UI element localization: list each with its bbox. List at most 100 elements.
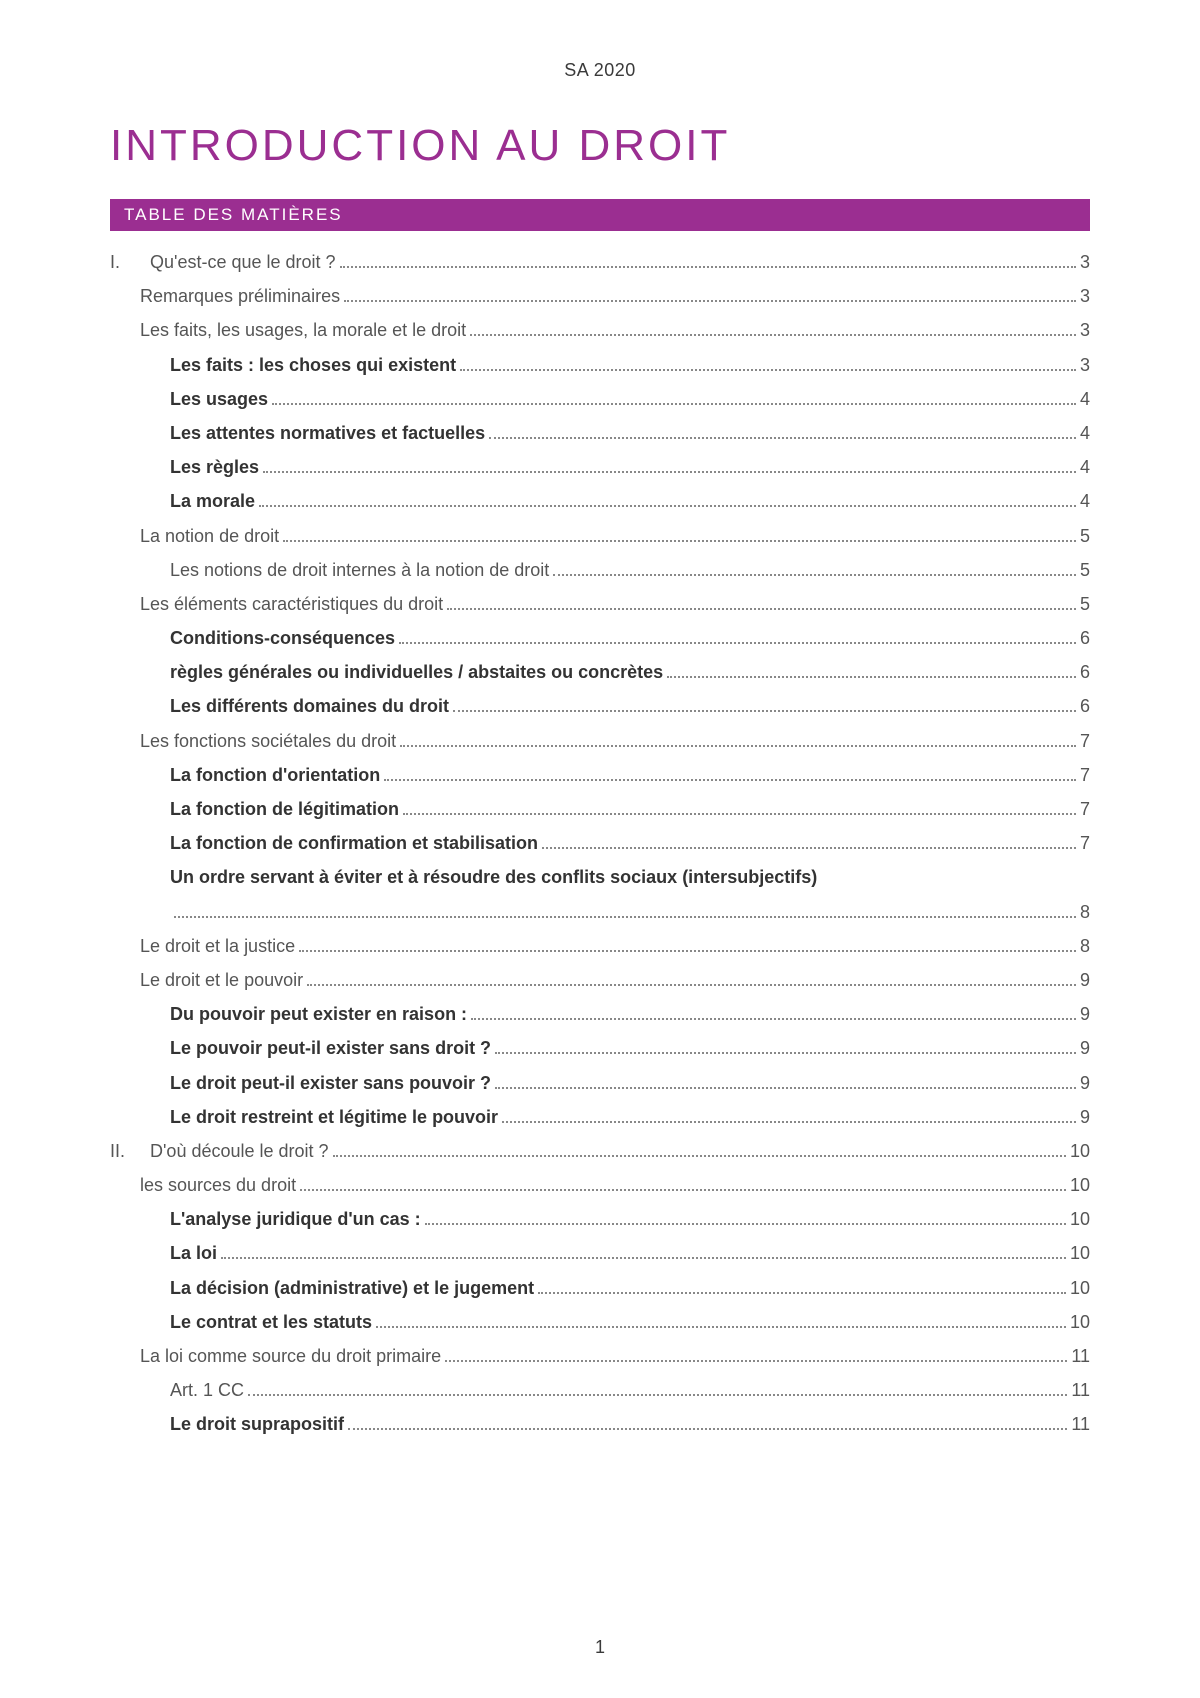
toc-entry[interactable]: Du pouvoir peut exister en raison : 9	[110, 997, 1090, 1031]
toc-entry[interactable]: La loi comme source du droit primaire11	[110, 1339, 1090, 1373]
toc-label: Conditions-conséquences	[170, 621, 395, 655]
toc-pagenum: 7	[1080, 792, 1090, 826]
toc-pagenum: 4	[1080, 484, 1090, 518]
toc-dots	[248, 1394, 1067, 1396]
toc-dots	[384, 779, 1076, 781]
toc-pagenum: 6	[1080, 689, 1090, 723]
toc-dots	[495, 1087, 1076, 1089]
toc-dots	[667, 676, 1076, 678]
toc-roman: I.	[110, 245, 150, 279]
toc-label: Les usages	[170, 382, 268, 416]
toc-label: Le droit suprapositif	[170, 1407, 344, 1441]
toc-entry[interactable]: les sources du droit10	[110, 1168, 1090, 1202]
toc-pagenum: 9	[1080, 997, 1090, 1031]
toc-entry[interactable]: La fonction de confirmation et stabilisa…	[110, 826, 1090, 860]
toc-entry[interactable]: La morale4	[110, 484, 1090, 518]
toc-dots	[502, 1121, 1076, 1123]
toc-dots	[403, 813, 1076, 815]
toc-pagenum: 9	[1080, 1066, 1090, 1100]
toc-label: Le contrat et les statuts	[170, 1305, 372, 1339]
toc-dots	[263, 471, 1076, 473]
toc-entry[interactable]: Les attentes normatives et factuelles4	[110, 416, 1090, 450]
toc-label: Art. 1 CC	[170, 1373, 244, 1407]
toc-pagenum: 4	[1080, 450, 1090, 484]
toc-pagenum: 7	[1080, 826, 1090, 860]
toc-dots	[399, 642, 1076, 644]
toc-entry[interactable]: Le droit et le pouvoir9	[110, 963, 1090, 997]
toc-dots	[348, 1428, 1067, 1430]
toc-pagenum: 9	[1080, 963, 1090, 997]
toc-entry[interactable]: La notion de droit5	[110, 519, 1090, 553]
toc-entry[interactable]: I.Qu'est-ce que le droit ?3	[110, 245, 1090, 279]
toc-entry[interactable]: Un ordre servant à éviter et à résoudre …	[110, 860, 1090, 894]
toc-pagenum: 10	[1070, 1134, 1090, 1168]
toc-dots	[259, 505, 1076, 507]
toc-entry[interactable]: Remarques préliminaires 3	[110, 279, 1090, 313]
toc-label: les sources du droit	[140, 1168, 296, 1202]
toc-entry[interactable]: Le contrat et les statuts10	[110, 1305, 1090, 1339]
toc-entry[interactable]: La décision (administrative) et le jugem…	[110, 1271, 1090, 1305]
toc-entry[interactable]: Le droit peut-il exister sans pouvoir ? 9	[110, 1066, 1090, 1100]
toc-entry[interactable]: Le droit suprapositif11	[110, 1407, 1090, 1441]
toc-label: Remarques préliminaires	[140, 279, 340, 313]
toc-pagenum: 5	[1080, 553, 1090, 587]
toc-dots	[538, 1292, 1066, 1294]
toc-entry[interactable]: II.D'où découle le droit ? 10	[110, 1134, 1090, 1168]
toc-entry[interactable]: Les différents domaines du droit6	[110, 689, 1090, 723]
toc-pagenum: 7	[1080, 724, 1090, 758]
toc-roman: II.	[110, 1134, 150, 1168]
toc-label: D'où découle le droit ?	[150, 1134, 329, 1168]
toc-label: Le droit peut-il exister sans pouvoir ?	[170, 1066, 491, 1100]
page-title: INTRODUCTION AU DROIT	[110, 121, 1090, 171]
toc-entry[interactable]: Art. 1 CC11	[110, 1373, 1090, 1407]
toc-entry[interactable]: règles générales ou individuelles / abst…	[110, 655, 1090, 689]
toc-label: La notion de droit	[140, 519, 279, 553]
toc-pagenum: 10	[1070, 1202, 1090, 1236]
toc-dots	[272, 403, 1076, 405]
toc-dots	[221, 1257, 1066, 1259]
toc-entry[interactable]: Les fonctions sociétales du droit 7	[110, 724, 1090, 758]
toc-label: Les règles	[170, 450, 259, 484]
toc-entry[interactable]: Les éléments caractéristiques du droit5	[110, 587, 1090, 621]
toc-entry[interactable]: Les faits : les choses qui existent3	[110, 348, 1090, 382]
toc-pagenum: 10	[1070, 1236, 1090, 1270]
toc-entry[interactable]: Le pouvoir peut-il exister sans droit ?9	[110, 1031, 1090, 1065]
toc-dots	[340, 266, 1076, 268]
toc-entry[interactable]: Le droit et la justice 8	[110, 929, 1090, 963]
toc-container: I.Qu'est-ce que le droit ?3Remarques pré…	[110, 245, 1090, 1442]
toc-entry[interactable]: La fonction d'orientation 7	[110, 758, 1090, 792]
toc-pagenum: 9	[1080, 1031, 1090, 1065]
toc-label: L'analyse juridique d'un cas :	[170, 1202, 421, 1236]
toc-pagenum: 7	[1080, 758, 1090, 792]
toc-dots	[344, 300, 1076, 302]
toc-label: Les fonctions sociétales du droit	[140, 724, 396, 758]
toc-dots	[447, 608, 1076, 610]
toc-label: La fonction de confirmation et stabilisa…	[170, 826, 538, 860]
toc-label: La fonction de légitimation	[170, 792, 399, 826]
toc-entry[interactable]: Les règles 4	[110, 450, 1090, 484]
toc-entry[interactable]: Le droit restreint et légitime le pouvoi…	[110, 1100, 1090, 1134]
toc-entry[interactable]: La loi10	[110, 1236, 1090, 1270]
toc-header: TABLE DES MATIÈRES	[110, 199, 1090, 231]
toc-pagenum: 5	[1080, 587, 1090, 621]
toc-entry[interactable]: L'analyse juridique d'un cas : 10	[110, 1202, 1090, 1236]
toc-pagenum: 3	[1080, 279, 1090, 313]
toc-dots	[542, 847, 1076, 849]
toc-entry[interactable]: Les notions de droit internes à la notio…	[110, 553, 1090, 587]
toc-entry[interactable]: Les usages4	[110, 382, 1090, 416]
toc-entry[interactable]: Conditions-conséquences6	[110, 621, 1090, 655]
toc-entry[interactable]: La fonction de légitimation 7	[110, 792, 1090, 826]
toc-dots	[174, 916, 1076, 918]
toc-dots	[300, 1189, 1066, 1191]
toc-label: Le droit et la justice	[140, 929, 295, 963]
toc-pagenum: 6	[1080, 655, 1090, 689]
toc-label: Les faits, les usages, la morale et le d…	[140, 313, 466, 347]
toc-label: La fonction d'orientation	[170, 758, 380, 792]
toc-label: Les faits : les choses qui existent	[170, 348, 456, 382]
toc-label: Le droit restreint et légitime le pouvoi…	[170, 1100, 498, 1134]
toc-pagenum: 8	[1080, 929, 1090, 963]
toc-entry[interactable]: Les faits, les usages, la morale et le d…	[110, 313, 1090, 347]
toc-pagenum: 3	[1080, 245, 1090, 279]
toc-dots	[460, 369, 1076, 371]
toc-label: Du pouvoir peut exister en raison :	[170, 997, 467, 1031]
